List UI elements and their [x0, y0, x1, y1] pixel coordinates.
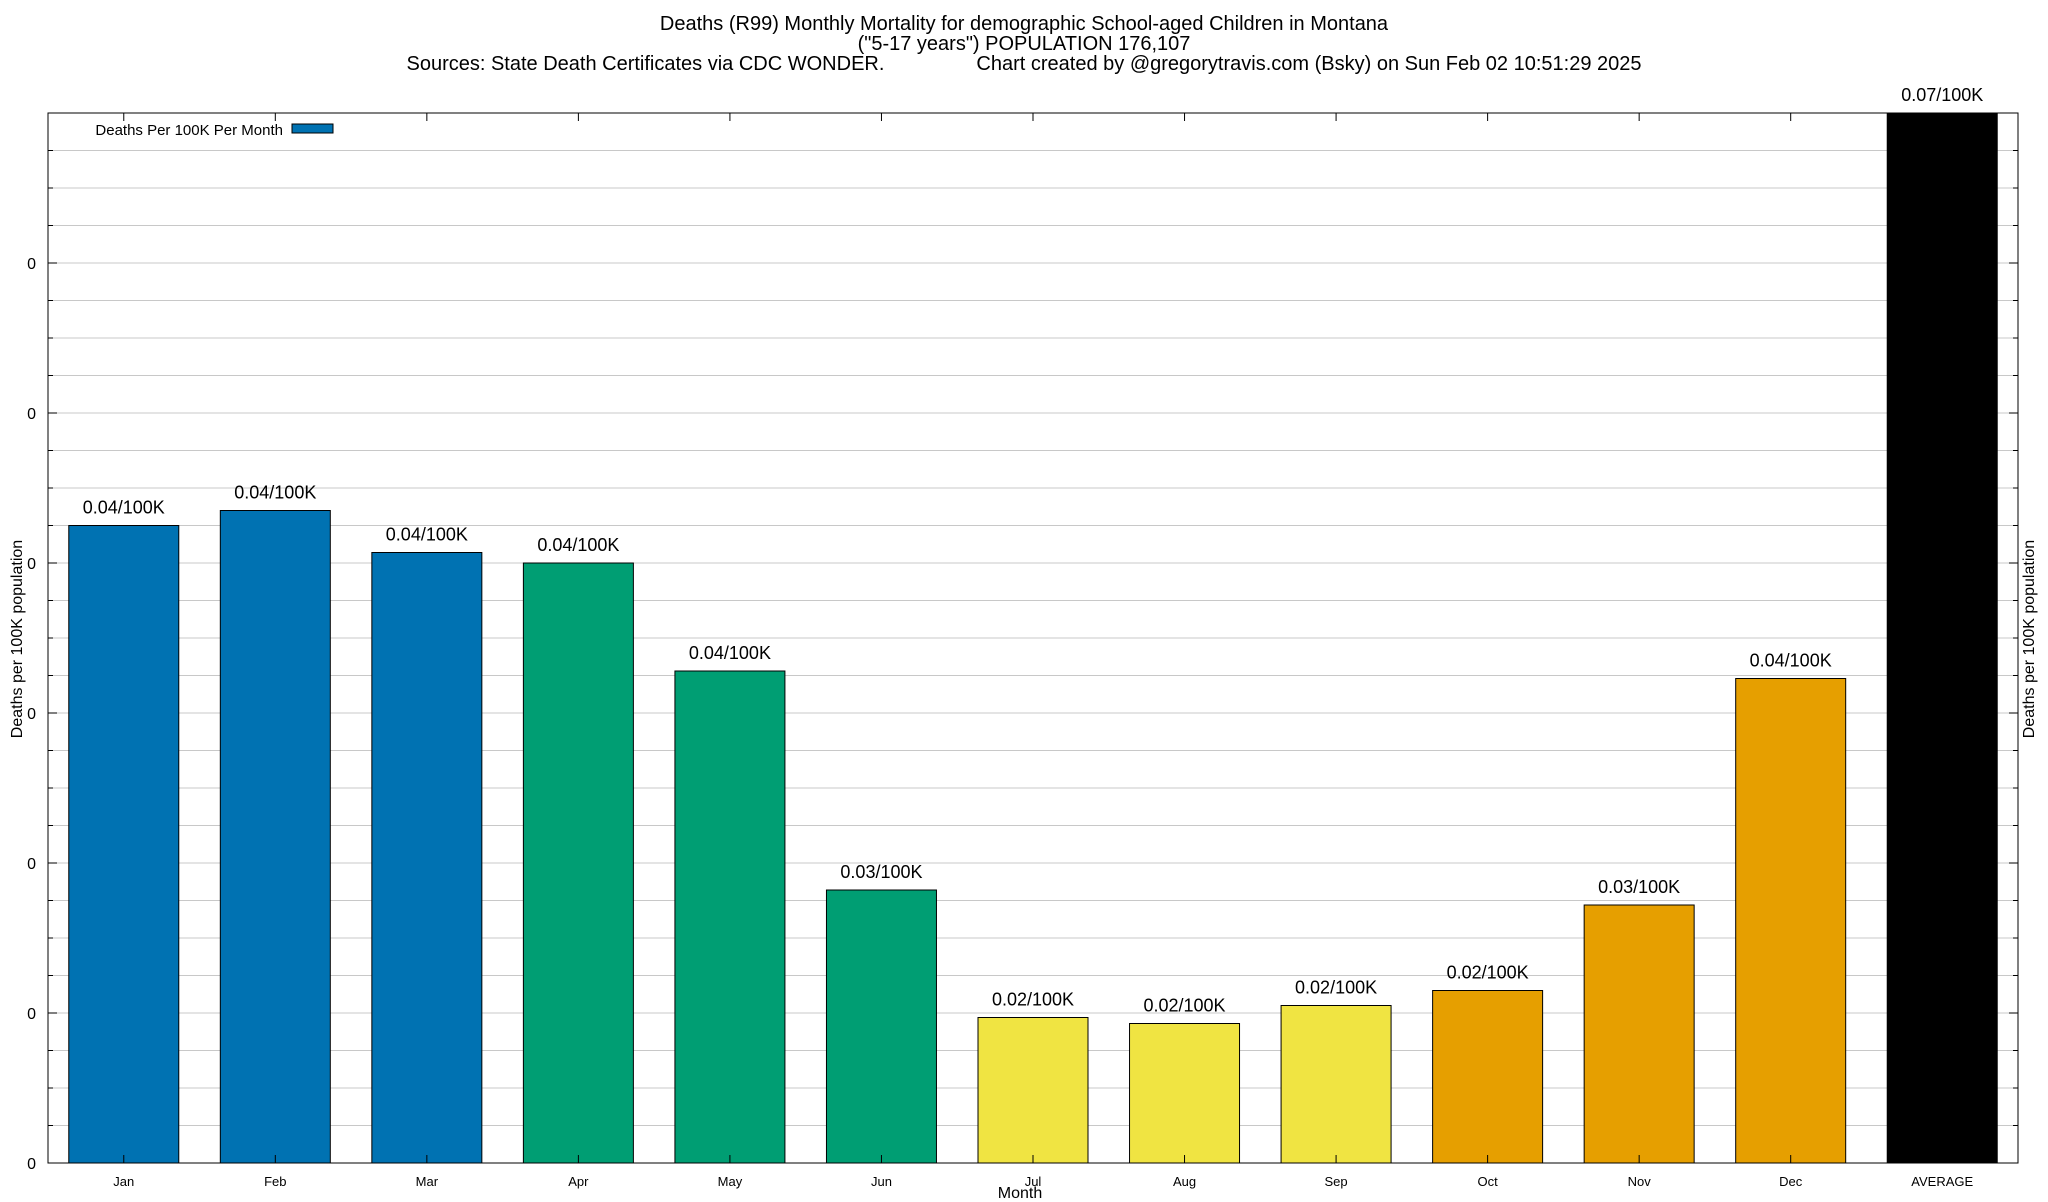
data-label: 0.02/100K	[1447, 963, 1529, 983]
credit-text: Chart created by @gregorytravis.com (Bsk…	[976, 53, 1642, 75]
y-axis-ticks	[48, 150, 2018, 1164]
bar-mar	[371, 552, 483, 1164]
y-tick-label: 0	[27, 1156, 36, 1173]
y-axis-label-left: Deaths per 100K population	[9, 539, 26, 739]
data-label: 0.03/100K	[840, 862, 922, 882]
bar-apr	[522, 562, 634, 1164]
x-tick-label: Aug	[1173, 1174, 1196, 1189]
x-tick-label: May	[718, 1174, 743, 1189]
data-label: 0.04/100K	[1750, 651, 1832, 671]
bar-sep	[1280, 1005, 1392, 1164]
x-tick-label: Jun	[871, 1174, 892, 1189]
x-tick-label: Dec	[1779, 1174, 1803, 1189]
bar-jun	[825, 889, 937, 1164]
y-tick-label: 0	[27, 406, 36, 423]
data-label: 0.02/100K	[1143, 996, 1225, 1016]
sources-text: Sources: State Death Certificates via CD…	[406, 53, 885, 75]
x-tick-label: Feb	[264, 1174, 286, 1189]
legend-label: Deaths Per 100K Per Month	[95, 122, 283, 139]
bar-aug	[1129, 1023, 1241, 1164]
x-tick-label: Oct	[1477, 1174, 1498, 1189]
y-axis-label-right: Deaths per 100K population	[2021, 539, 2038, 739]
bar-nov	[1583, 904, 1695, 1164]
data-label: 0.04/100K	[83, 498, 165, 518]
x-tick-label: AVERAGE	[1911, 1174, 1973, 1189]
x-axis-label: Month	[997, 1185, 1043, 1202]
data-label: 0.03/100K	[1598, 877, 1680, 897]
y-tick-label: 0	[27, 856, 36, 873]
bar-dec	[1735, 678, 1847, 1164]
y-tick-label: 0	[27, 556, 36, 573]
x-tick-label: Sep	[1325, 1174, 1348, 1189]
legend: Deaths Per 100K Per Month	[95, 122, 334, 139]
chart-title: Deaths (R99) Monthly Mortality for demog…	[659, 13, 1389, 35]
y-tick-label: 0	[27, 1006, 36, 1023]
x-tick-label: Jul	[1025, 1174, 1042, 1189]
legend-swatch	[291, 123, 334, 134]
data-label: 0.04/100K	[537, 535, 619, 555]
data-label: 0.04/100K	[386, 525, 468, 545]
chart-subtitle: ("5-17 years") POPULATION 176,107	[857, 33, 1191, 55]
x-tick-label: Jan	[113, 1174, 134, 1189]
y-tick-label: 0	[27, 256, 36, 273]
data-label: 0.04/100K	[234, 483, 316, 503]
grid-lines	[48, 150, 2018, 1126]
data-label: 0.04/100K	[689, 643, 771, 663]
x-tick-label: Mar	[416, 1174, 439, 1189]
y-tick-label: 0	[27, 706, 36, 723]
data-label: 0.07/100K	[1901, 85, 1983, 105]
x-tick-label: Nov	[1628, 1174, 1652, 1189]
bar-average	[1886, 112, 1998, 1164]
data-label: 0.02/100K	[992, 990, 1074, 1010]
bar-oct	[1432, 990, 1544, 1164]
bar-jul	[977, 1017, 1089, 1164]
data-label: 0.02/100K	[1295, 978, 1377, 998]
bar-feb	[219, 510, 331, 1164]
x-tick-label: Apr	[568, 1174, 589, 1189]
bar-may	[674, 670, 786, 1164]
bar-jan	[68, 525, 180, 1164]
chart-source-line: Sources: State Death Certificates via CD…	[0, 54, 2048, 74]
